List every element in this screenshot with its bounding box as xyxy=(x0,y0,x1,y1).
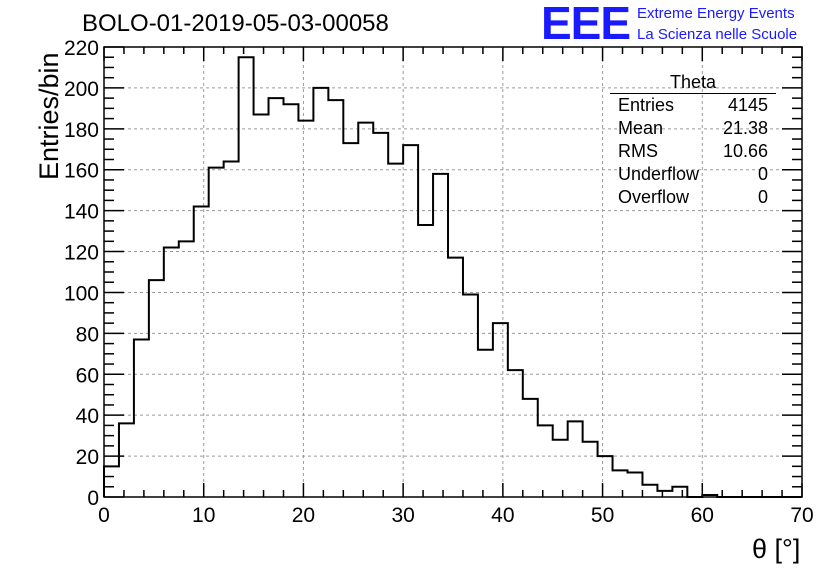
y-tick-label: 220 xyxy=(64,37,99,60)
stats-label: Entries xyxy=(618,95,675,115)
y-tick-label: 100 xyxy=(64,282,99,305)
histogram-step-line xyxy=(103,56,802,498)
x-tick-label: 40 xyxy=(491,504,514,527)
x-tick-label: 20 xyxy=(292,504,315,527)
stats-value: 21.38 xyxy=(722,118,768,138)
tick-labels: 0 10 20 30 40 50 60 70 0 20 40 60 80 100 120 140 160 180 2… xyxy=(64,37,814,527)
eee-logo: EEE xyxy=(541,0,631,49)
stats-value: 10.66 xyxy=(722,141,768,161)
stats-title: Theta xyxy=(610,72,776,94)
y-tick-label: 160 xyxy=(64,160,99,183)
stats-label: Mean xyxy=(618,118,664,138)
stats-row-overflow: Overflow 0 xyxy=(610,186,776,209)
chart-title: BOLO-01-2019-05-03-00058 xyxy=(82,10,389,37)
y-tick-label: 120 xyxy=(64,242,99,265)
y-tick-label: 40 xyxy=(76,405,99,428)
y-tick-label: 180 xyxy=(64,119,99,142)
y-tick-label: 20 xyxy=(76,446,99,469)
y-tick-label: 140 xyxy=(64,201,99,224)
stats-label: Overflow xyxy=(618,187,690,207)
x-tick-label: 70 xyxy=(790,504,813,527)
grid-lines xyxy=(104,47,802,497)
x-tick-label: 30 xyxy=(391,504,414,527)
axis-ticks xyxy=(103,46,803,498)
stats-row-entries: Entries 4145 xyxy=(610,94,776,117)
stats-box: Theta Entries 4145 Mean 21.38 RMS 10.66 … xyxy=(610,72,776,209)
logo-line-2: La Scienza nelle Scuole xyxy=(637,26,798,43)
stats-label: RMS xyxy=(618,141,658,161)
y-axis-label: Entries/bin xyxy=(34,52,64,180)
stats-value: 4145 xyxy=(727,95,768,115)
x-axis-label: θ [°] xyxy=(752,534,801,564)
stats-value: 0 xyxy=(757,164,768,184)
y-tick-label: 60 xyxy=(76,364,99,387)
x-tick-label: 0 xyxy=(98,504,110,527)
stats-row-mean: Mean 21.38 xyxy=(610,117,776,140)
x-tick-label: 60 xyxy=(691,504,714,527)
x-tick-label: 50 xyxy=(591,504,614,527)
y-tick-label: 0 xyxy=(87,487,99,510)
logo-line-1: Extreme Energy Events xyxy=(637,5,795,22)
stats-label: Underflow xyxy=(618,164,700,184)
stats-row-rms: RMS 10.66 xyxy=(610,140,776,163)
y-tick-label: 200 xyxy=(64,78,99,101)
y-tick-label: 80 xyxy=(76,323,99,346)
stats-row-underflow: Underflow 0 xyxy=(610,163,776,186)
x-tick-label: 10 xyxy=(192,504,215,527)
stats-value: 0 xyxy=(757,187,768,207)
